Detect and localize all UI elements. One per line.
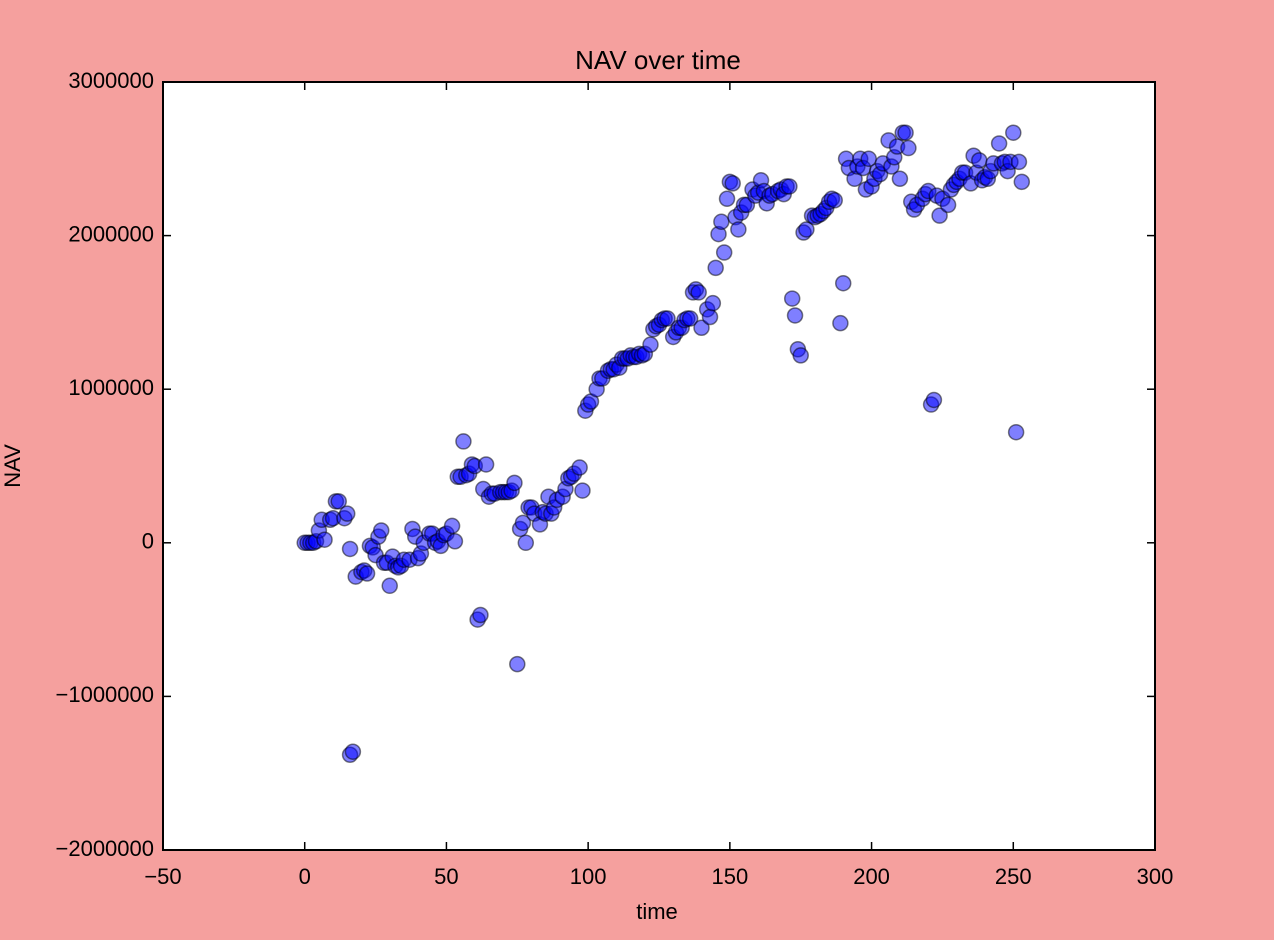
x-tick-label: 300 (1137, 864, 1174, 889)
scatter-point (681, 310, 699, 327)
scatter-point (344, 743, 362, 760)
y-axis-label: NAV (0, 444, 25, 488)
y-tick-label: −2000000 (56, 836, 155, 861)
scatter-point (718, 190, 736, 207)
scatter-point (443, 517, 461, 535)
scatter-point (455, 433, 472, 450)
x-tick-label: 200 (853, 864, 890, 889)
scatter-point (509, 655, 526, 673)
scatter-point (472, 606, 489, 624)
scatter-point (341, 540, 359, 558)
scatter-point (781, 178, 798, 195)
scatter-point (1007, 423, 1025, 441)
y-tick-label: 0 (142, 529, 154, 554)
scatter-point (832, 314, 849, 332)
scatter-point (891, 170, 909, 188)
x-tick-label: 0 (299, 864, 311, 889)
scatter-point (1013, 173, 1031, 191)
scatter-point (925, 391, 943, 409)
scatter-point (715, 244, 733, 261)
scatter-point (330, 493, 347, 510)
y-tick-label: 3000000 (68, 68, 154, 93)
scatter-point (338, 505, 356, 522)
scatter-point (834, 274, 852, 292)
scatter-point (446, 533, 464, 550)
scatter-point (1005, 124, 1022, 141)
scatter-point (517, 534, 535, 552)
scatter-point (704, 294, 722, 312)
scatter-point (783, 290, 801, 307)
x-tick-label: 100 (570, 864, 607, 889)
scatter-point (730, 221, 747, 238)
scatter-point (990, 135, 1008, 152)
x-tick-label: 250 (995, 864, 1032, 889)
scatter-point (574, 482, 591, 499)
scatter-point (477, 456, 495, 473)
x-tick-label: −50 (144, 864, 181, 889)
x-axis-label: time (636, 899, 678, 924)
scatter-point (690, 284, 707, 301)
scatter-point (659, 310, 676, 327)
scatter-point (931, 207, 948, 224)
scatter-point (316, 531, 333, 548)
scatter-point (506, 474, 523, 492)
scatter-point (693, 319, 710, 337)
scatter-point (707, 259, 724, 277)
scatter-point (786, 307, 804, 324)
scatter-point (826, 192, 843, 209)
plot-area (163, 82, 1155, 850)
scatter-point (897, 124, 914, 141)
scatter-point (514, 514, 532, 532)
scatter-point (381, 577, 398, 595)
y-tick-label: 2000000 (68, 221, 154, 246)
x-tick-label: 50 (434, 864, 458, 889)
scatter-point (642, 336, 659, 353)
scatter-point (798, 221, 815, 238)
y-tick-label: −1000000 (56, 682, 155, 707)
scatter-point (372, 522, 390, 539)
scatter-point (701, 308, 719, 326)
scatter-point (724, 175, 741, 192)
x-tick-label: 150 (711, 864, 748, 889)
plot-frame (162, 81, 1156, 851)
scatter-point (571, 459, 588, 476)
scatter-point (713, 213, 730, 231)
scatter-point (900, 139, 917, 157)
scatter-point (358, 565, 376, 582)
scatter-point (792, 347, 809, 364)
y-tick-label: 1000000 (68, 375, 154, 400)
scatter-point (939, 196, 957, 214)
chart-title: NAV over time (575, 45, 741, 75)
scatter-point (1010, 153, 1028, 171)
